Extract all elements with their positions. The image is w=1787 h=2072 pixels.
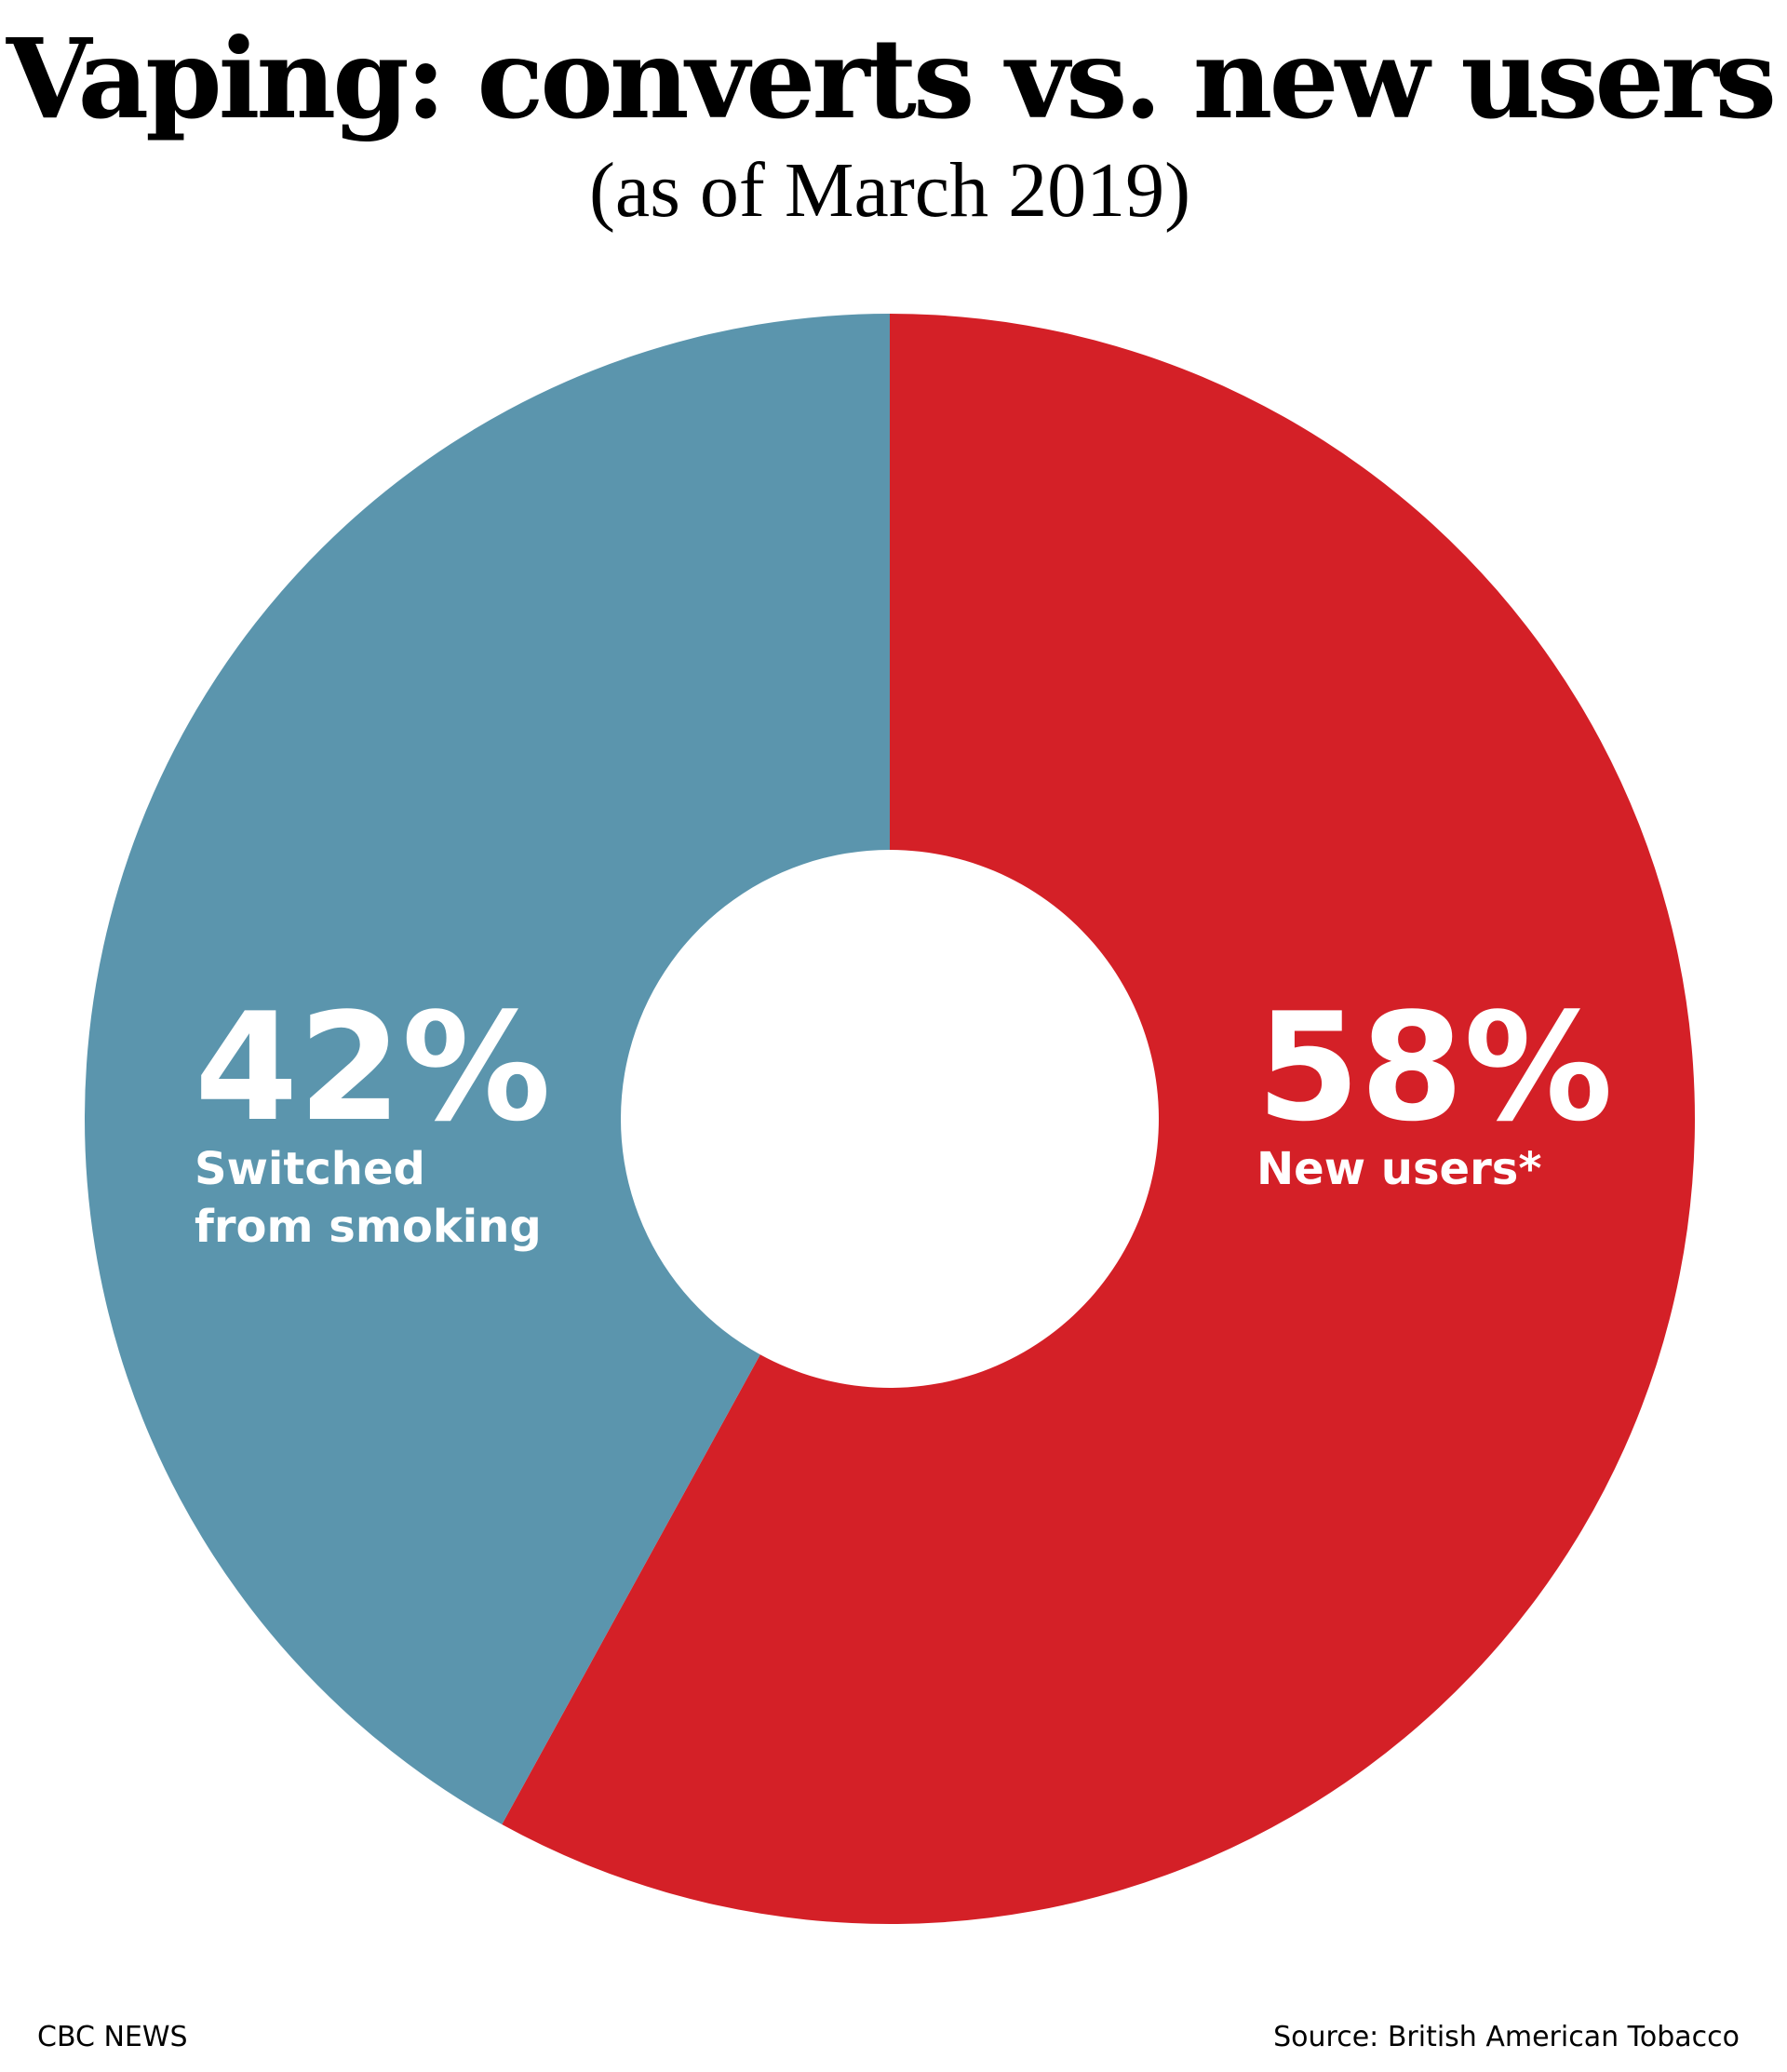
donut-slice bbox=[502, 314, 1695, 1924]
value-label: 42% bbox=[195, 980, 551, 1154]
source: Source: British American Tobacco bbox=[1273, 2021, 1740, 2053]
credit: CBC NEWS bbox=[37, 2021, 188, 2053]
chart-title: Vaping: converts vs. new users bbox=[6, 14, 1773, 143]
chart-subtitle: (as of March 2019) bbox=[589, 147, 1190, 234]
slice-label: Switched bbox=[195, 1143, 425, 1195]
donut-slice bbox=[85, 314, 891, 1825]
slice-label: New users* bbox=[1256, 1143, 1541, 1195]
slice-label: from smoking bbox=[195, 1201, 542, 1253]
value-label: 58% bbox=[1256, 980, 1613, 1154]
